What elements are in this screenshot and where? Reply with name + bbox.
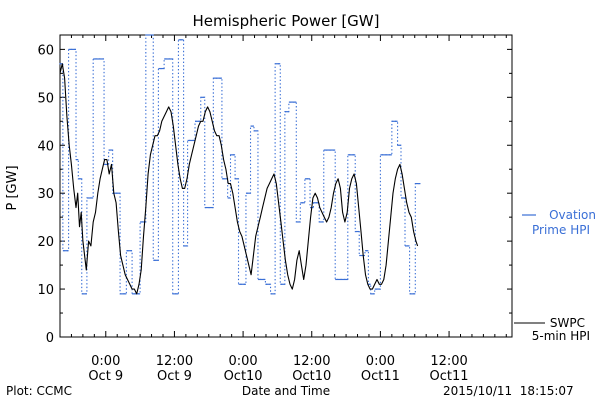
- x-tick-date-label: Oct11: [361, 369, 400, 384]
- x-tick-date-label: Oct 9: [157, 369, 192, 384]
- legend-label-ovation-line1: Ovation: [549, 208, 596, 222]
- x-tick-time-label: 12:00: [430, 354, 467, 369]
- y-axis-ticks: 0 10 20 30 40 50 60: [37, 43, 512, 346]
- x-tick-time-label: 0:00: [366, 354, 395, 369]
- x-tick-time-label: 12:00: [156, 354, 193, 369]
- series-layer: [59, 34, 421, 295]
- plot-timestamp: 2015/10/11 18:15:07: [443, 384, 574, 398]
- plot-credit: Plot: CCMC: [6, 384, 72, 398]
- y-tick-label: 50: [37, 91, 54, 106]
- chart-title: Hemispheric Power [GW]: [193, 12, 380, 30]
- x-tick-time-label: 0:00: [91, 354, 120, 369]
- x-tick-date-label: Oct10: [292, 369, 331, 384]
- y-tick-label: 30: [37, 187, 54, 202]
- plot-axes: [59, 34, 513, 338]
- x-axis-label: Date and Time: [242, 384, 330, 398]
- x-tick-time-label: 0:00: [228, 354, 257, 369]
- series-line-swpc-hpi: [59, 63, 419, 295]
- y-tick-label: 40: [37, 139, 54, 154]
- x-tick-date-label: Oct11: [430, 369, 469, 384]
- y-tick-label: 60: [37, 43, 54, 58]
- x-tick-date-label: Oct 9: [88, 369, 123, 384]
- y-tick-label: 0: [46, 331, 54, 346]
- legend-label-ovation-line2: Prime HPI: [532, 223, 590, 237]
- series-line-ovation-prime: [59, 34, 421, 295]
- plot-frame: [59, 34, 513, 338]
- y-axis-label: P [GW]: [5, 165, 20, 210]
- legend-label-swpc-line1: SWPC: [550, 316, 585, 330]
- legend: Ovation Prime HPI SWPC 5-min HPI: [514, 208, 596, 343]
- legend-label-swpc-line2: 5-min HPI: [532, 329, 590, 343]
- x-tick-time-label: 12:00: [293, 354, 330, 369]
- x-tick-date-label: Oct10: [224, 369, 263, 384]
- y-tick-label: 10: [37, 283, 54, 298]
- y-tick-label: 20: [37, 235, 54, 250]
